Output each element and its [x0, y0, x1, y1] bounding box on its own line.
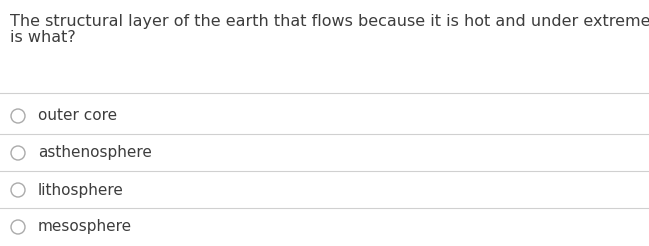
- Text: The structural layer of the earth that flows because it is hot and under extreme: The structural layer of the earth that f…: [10, 14, 649, 29]
- Text: asthenosphere: asthenosphere: [38, 145, 152, 160]
- Text: outer core: outer core: [38, 108, 117, 123]
- Text: mesosphere: mesosphere: [38, 219, 132, 234]
- Text: lithosphere: lithosphere: [38, 183, 124, 198]
- Text: is what?: is what?: [10, 30, 76, 45]
